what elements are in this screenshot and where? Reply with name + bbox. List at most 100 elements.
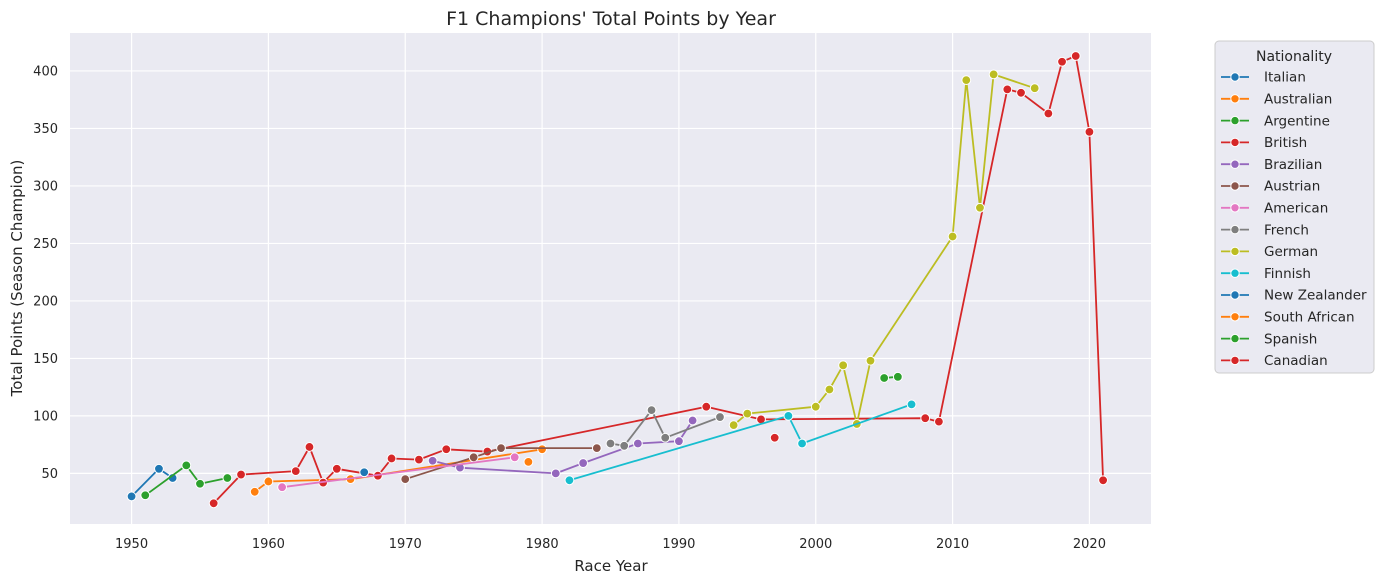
data-point-british [414, 454, 424, 465]
legend-swatch-marker [1230, 181, 1240, 191]
legend-item: Canadian [1221, 353, 1328, 369]
y-tick-label: 250 [33, 237, 58, 252]
data-point-german [1029, 83, 1040, 94]
legend-label: Brazilian [1264, 157, 1322, 173]
y-tick-label: 100 [33, 409, 58, 424]
x-tick-label: 1970 [389, 537, 422, 552]
series-line-german [733, 73, 1035, 426]
x-tick-label: 1960 [252, 537, 285, 552]
legend-item: Brazilian [1221, 157, 1322, 173]
data-point-british [1070, 51, 1081, 61]
data-point-finnish [797, 438, 807, 449]
series-american [277, 452, 520, 493]
series-italian [126, 463, 178, 502]
data-point-french [605, 438, 616, 449]
data-point-argentine [195, 478, 205, 489]
legend-frame [1214, 40, 1375, 374]
data-point-argentine [222, 473, 233, 483]
legend-item: Italian [1221, 70, 1306, 86]
legend-title: Nationality [1256, 49, 1332, 65]
plot-area [70, 33, 1151, 524]
legend-item: French [1221, 222, 1309, 238]
data-point-british [290, 466, 301, 477]
data-point-australian [537, 444, 547, 455]
legend-item: Finnish [1221, 266, 1311, 282]
data-point-french [619, 440, 630, 451]
legend-swatch-marker [1230, 333, 1240, 344]
series-german [728, 69, 1040, 431]
legend-label: Italian [1264, 70, 1306, 86]
series-line-finnish [569, 403, 912, 482]
legend-item: German [1221, 244, 1318, 260]
data-point-austrian [496, 443, 506, 454]
data-point-american [509, 452, 520, 463]
data-point-british [1016, 87, 1026, 98]
data-point-british [1002, 84, 1013, 95]
data-point-austrian [400, 474, 411, 485]
data-point-british [1057, 56, 1067, 67]
data-point-american [277, 482, 287, 493]
series-line-british [213, 55, 1104, 504]
series-layer [126, 51, 1109, 509]
series-argentine [140, 460, 233, 501]
legend-label: Argentine [1264, 113, 1330, 129]
legend-item: Spanish [1221, 331, 1317, 347]
legend-item: American [1221, 201, 1328, 217]
data-point-british [441, 444, 452, 455]
data-point-french [660, 432, 671, 443]
data-point-british [208, 498, 219, 509]
legend-label: Canadian [1264, 353, 1328, 369]
data-point-german [838, 360, 849, 371]
series-finnish [564, 399, 917, 486]
legend-swatch-marker [1230, 72, 1240, 82]
data-point-australian [249, 486, 260, 497]
data-point-brazilian [687, 415, 698, 426]
x-tick-label: 1950 [115, 537, 148, 552]
legend-item: Argentine [1221, 113, 1330, 129]
data-point-german [824, 384, 835, 395]
data-point-french [715, 412, 725, 422]
series-south-african [523, 457, 534, 467]
legend-swatch-marker [1230, 312, 1240, 322]
x-tick-label: 2020 [1073, 537, 1106, 552]
data-point-british [304, 442, 315, 452]
legend-label: South African [1264, 310, 1355, 326]
legend-label: British [1264, 135, 1307, 151]
data-point-british [1098, 475, 1109, 486]
data-point-british [1043, 108, 1054, 119]
legend-swatch-marker [1230, 94, 1240, 104]
legend-item: British [1221, 135, 1307, 151]
legend-swatch-marker [1230, 290, 1240, 300]
y-axis: 50 100 150 200 250 300 350 400 [33, 64, 58, 481]
data-point-german [865, 355, 876, 366]
data-point-spanish [892, 371, 903, 382]
data-point-british [920, 413, 931, 424]
data-point-german [947, 231, 958, 242]
data-point-new-zealander [359, 467, 370, 478]
legend-swatch-marker [1230, 224, 1240, 235]
data-point-italian [126, 491, 137, 502]
series-canadian [769, 432, 780, 443]
legend-label: Finnish [1264, 266, 1311, 282]
x-tick-label: 2010 [936, 537, 969, 552]
x-axis-title: Race Year [574, 557, 648, 575]
y-tick-label: 300 [33, 179, 58, 194]
data-point-argentine [181, 460, 192, 471]
y-tick-label: 50 [41, 467, 58, 482]
legend-swatch-marker [1230, 355, 1240, 366]
x-tick-label: 1990 [662, 537, 695, 552]
legend-item: New Zealander [1221, 288, 1367, 304]
legend: Nationality Italian Australian Argentine Br… [1214, 40, 1375, 374]
data-point-brazilian [674, 436, 684, 447]
data-point-german [742, 408, 753, 419]
data-point-british [1084, 126, 1095, 137]
data-point-finnish [564, 475, 575, 486]
data-point-british [701, 401, 712, 412]
legend-label: Austrian [1264, 179, 1320, 195]
data-point-british [236, 469, 246, 480]
data-point-austrian [591, 443, 602, 454]
data-point-australian [263, 476, 274, 487]
data-point-canadian [769, 432, 780, 443]
legend-item: South African [1221, 310, 1355, 326]
legend-label: German [1264, 244, 1318, 260]
